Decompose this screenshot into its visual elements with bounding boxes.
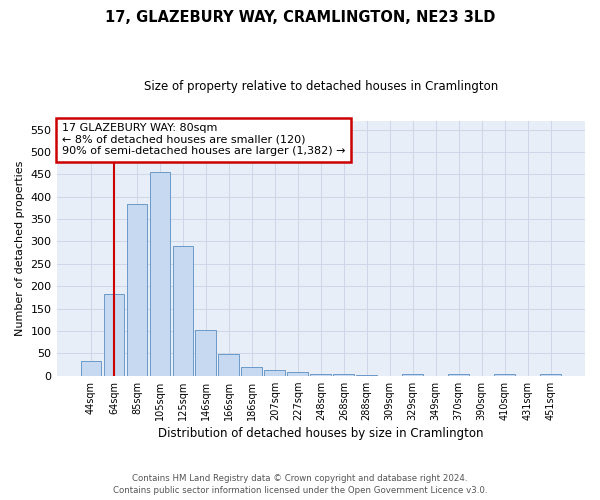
Bar — [196, 330, 216, 376]
Bar — [334, 374, 354, 376]
Bar — [310, 374, 331, 376]
Bar — [104, 294, 124, 376]
Text: Contains HM Land Registry data © Crown copyright and database right 2024.
Contai: Contains HM Land Registry data © Crown c… — [113, 474, 487, 495]
Bar — [448, 374, 469, 376]
Bar — [265, 370, 285, 376]
Text: 17 GLAZEBURY WAY: 80sqm
← 8% of detached houses are smaller (120)
90% of semi-de: 17 GLAZEBURY WAY: 80sqm ← 8% of detached… — [62, 123, 346, 156]
Title: Size of property relative to detached houses in Cramlington: Size of property relative to detached ho… — [143, 80, 498, 93]
Bar — [403, 374, 423, 376]
Bar — [127, 204, 147, 376]
Bar — [287, 372, 308, 376]
Bar — [241, 367, 262, 376]
Y-axis label: Number of detached properties: Number of detached properties — [15, 160, 25, 336]
Bar — [149, 172, 170, 376]
Bar — [218, 354, 239, 376]
Text: 17, GLAZEBURY WAY, CRAMLINGTON, NE23 3LD: 17, GLAZEBURY WAY, CRAMLINGTON, NE23 3LD — [105, 10, 495, 25]
Bar — [173, 246, 193, 376]
Bar — [80, 361, 101, 376]
X-axis label: Distribution of detached houses by size in Cramlington: Distribution of detached houses by size … — [158, 427, 484, 440]
Bar — [494, 374, 515, 376]
Bar — [540, 374, 561, 376]
